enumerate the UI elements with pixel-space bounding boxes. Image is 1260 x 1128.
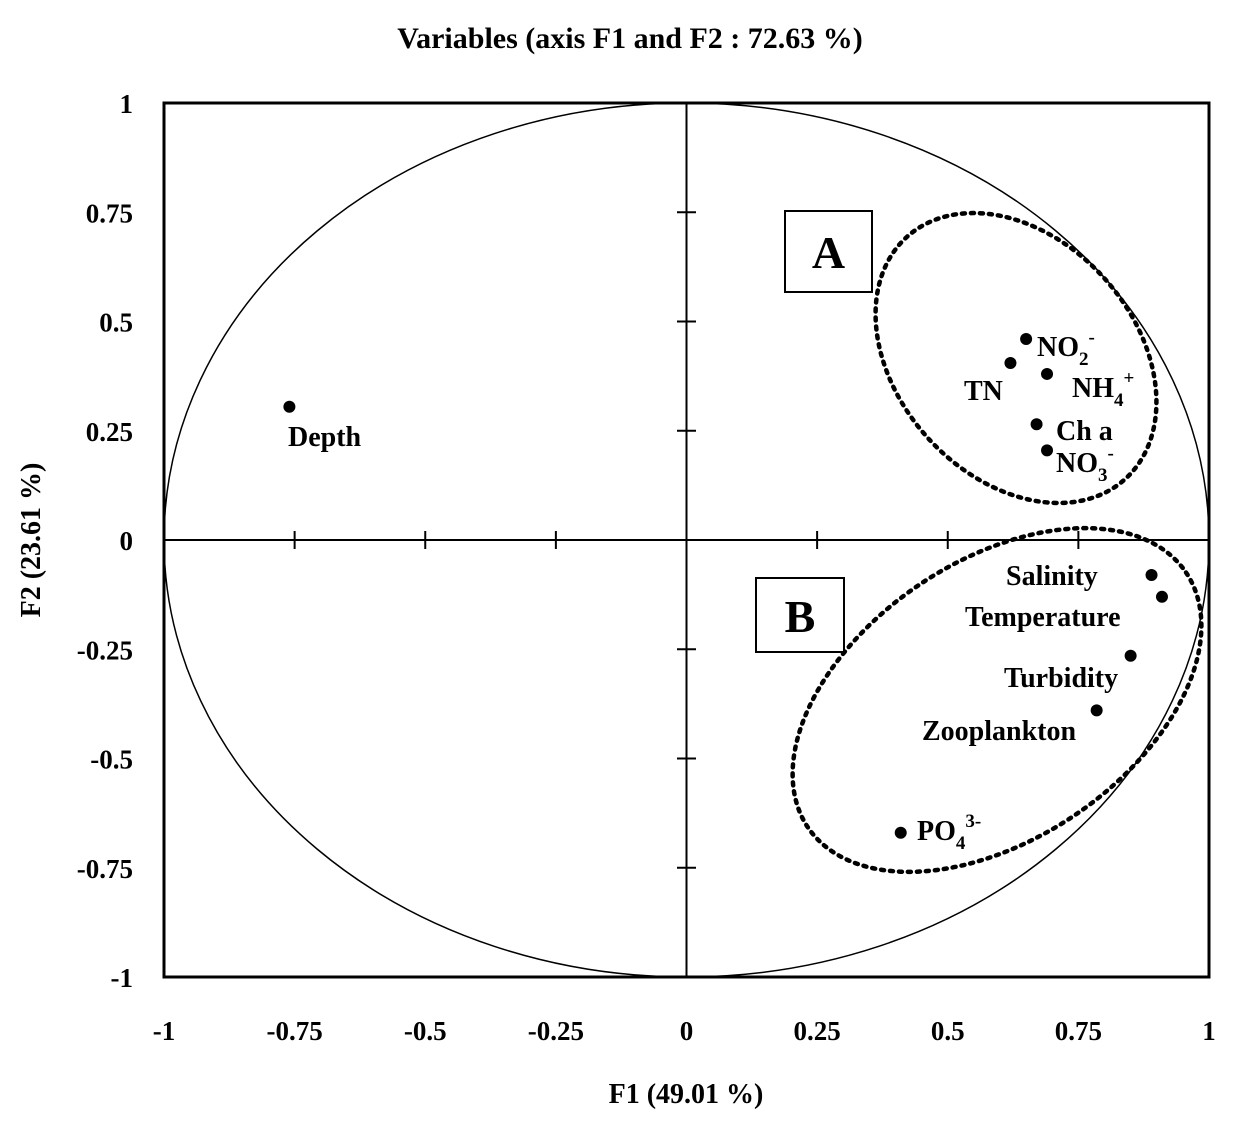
- data-point-ch-a: [1030, 418, 1043, 431]
- data-point-tn: [1004, 357, 1017, 370]
- group-b-ellipse: [790, 525, 1204, 875]
- data-point-temperature: [1155, 590, 1168, 603]
- x-tick-label: 0.25: [794, 1016, 841, 1046]
- point-label-salinity: Salinity: [1006, 561, 1098, 592]
- chart-title: Variables (axis F1 and F2 : 72.63 %): [397, 22, 863, 55]
- group-b-box: [755, 577, 845, 653]
- y-tick-label: -0.75: [77, 854, 133, 884]
- data-point-po43: [894, 826, 907, 839]
- data-point-nh4: [1041, 367, 1054, 380]
- data-point-salinity: [1145, 568, 1158, 581]
- y-tick-label: 0: [120, 526, 134, 556]
- x-tick-label: -0.25: [528, 1016, 584, 1046]
- y-tick-label: -1: [111, 963, 134, 993]
- y-tick-label: 0.5: [99, 308, 133, 338]
- point-label-nh4: NH4+: [1072, 368, 1134, 411]
- x-tick-label: -0.75: [267, 1016, 323, 1046]
- point-label-depth: Depth: [288, 422, 362, 453]
- group-b-label: B: [785, 591, 816, 642]
- x-tick-label: 0: [680, 1016, 694, 1046]
- data-point-turbidity: [1124, 649, 1137, 662]
- point-label-po4: PO43-: [917, 811, 981, 854]
- x-tick-label: 0.75: [1055, 1016, 1102, 1046]
- x-tick-label: -1: [153, 1016, 176, 1046]
- y-axis-ticks: [677, 102, 696, 978]
- group-a-box: [784, 210, 873, 293]
- point-label-temperature: Temperature: [965, 602, 1121, 633]
- y-tick-label: 1: [120, 89, 134, 119]
- data-points: [283, 332, 1168, 839]
- point-labels: Depth NO2- TN NH4+ Ch a NO3- Salinity Te…: [288, 327, 1134, 854]
- x-tick-label: -0.5: [404, 1016, 447, 1046]
- group-a-label: A: [812, 227, 845, 278]
- point-label-no3: NO3-: [1056, 443, 1114, 486]
- y-axis-label: F2 (23.61 %): [16, 463, 47, 618]
- point-label-turbidity: Turbidity: [1004, 663, 1118, 694]
- y-tick-label: 0.75: [86, 198, 133, 228]
- point-label-tn: TN: [964, 376, 1003, 407]
- y-tick-label: -0.5: [90, 745, 133, 775]
- data-point-no3: [1041, 444, 1054, 457]
- data-point-no2: [1020, 332, 1033, 345]
- point-label-zooplankton: Zooplankton: [922, 716, 1076, 747]
- data-point-depth: [283, 400, 296, 413]
- x-tick-label: 1: [1202, 1016, 1216, 1046]
- data-point-zooplankton: [1090, 704, 1103, 717]
- point-label-cha: Ch a: [1056, 416, 1113, 447]
- x-axis-tick-labels: -1 -0.75 -0.5 -0.25 0 0.25 0.5 0.75 1: [153, 1016, 1216, 1046]
- x-axis-label: F1 (49.01 %): [609, 1079, 764, 1110]
- x-axis-ticks: [163, 531, 1210, 549]
- y-tick-label: 0.25: [86, 417, 133, 447]
- x-tick-label: 0.5: [931, 1016, 965, 1046]
- y-tick-label: -0.25: [77, 635, 133, 665]
- point-label-no2: NO2-: [1037, 327, 1095, 370]
- y-axis-tick-labels: 1 0.75 0.5 0.25 0 -0.25 -0.5 -0.75 -1: [77, 89, 133, 993]
- group-a-ellipse: [873, 210, 1159, 506]
